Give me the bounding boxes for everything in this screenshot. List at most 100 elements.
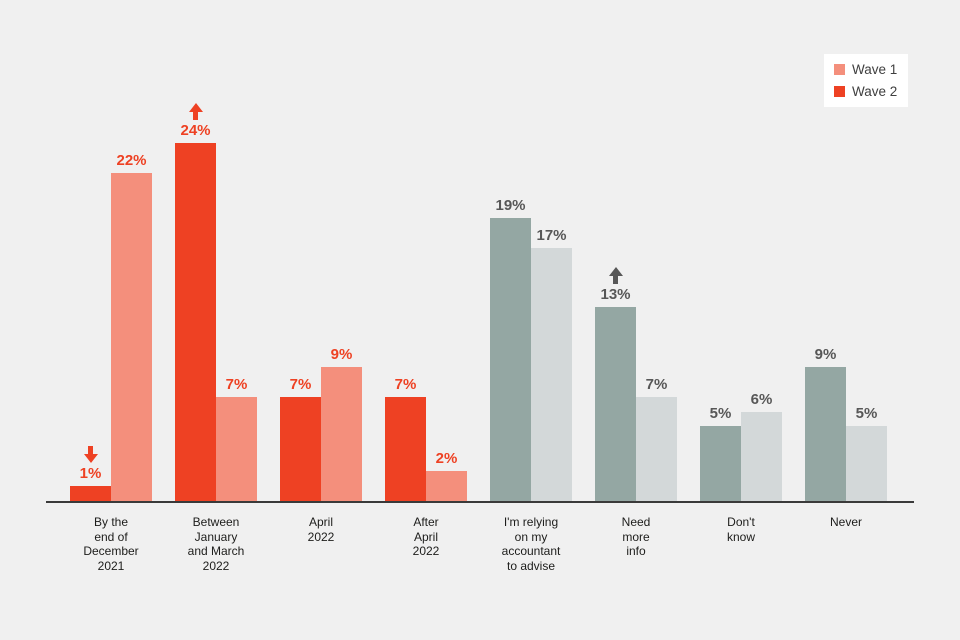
- bar: [175, 143, 216, 501]
- category-label-line: more: [622, 529, 650, 544]
- category-label: Don't know: [700, 515, 782, 573]
- category-label-line: 2022: [412, 544, 440, 558]
- bar: [595, 307, 636, 501]
- bar-value-label: 6%: [750, 391, 773, 408]
- bar-column: 7%: [636, 377, 677, 501]
- bar: [846, 426, 887, 501]
- category-label-line: January: [194, 529, 238, 544]
- category-labels-row: By the end of December 2021 Between January an…: [70, 515, 887, 573]
- bar-value-label: 9%: [814, 346, 837, 363]
- category-label-line: and March: [187, 544, 245, 558]
- bar-value-label: 24%: [180, 122, 211, 139]
- legend-item: Wave 1: [834, 62, 908, 77]
- category-label: I'm relying on my accountant to advise: [490, 515, 572, 573]
- arrow-stem: [193, 112, 198, 120]
- category-label-line: 2021: [97, 558, 125, 573]
- bar: [741, 412, 782, 501]
- category-label: Need more info: [595, 515, 677, 573]
- arrow-head: [188, 103, 203, 112]
- bar-column: 5%: [846, 406, 887, 501]
- category-label-line: December: [83, 544, 139, 558]
- arrow-stem: [88, 446, 93, 454]
- category-label-line: By the: [93, 515, 129, 529]
- bar-column: 1%: [70, 446, 111, 501]
- bar: [426, 471, 467, 501]
- category-label-line: After: [413, 515, 439, 529]
- bar-value-label: 5%: [709, 405, 732, 422]
- bar-column: 9%: [805, 347, 846, 501]
- bar-column: 13%: [595, 267, 636, 501]
- bar: [216, 397, 257, 501]
- category-label-line: I'm relying: [503, 515, 559, 529]
- legend-swatch: [834, 86, 845, 97]
- category-label-line: accountant: [501, 544, 561, 558]
- bar-column: 5%: [700, 406, 741, 501]
- bar-column: 7%: [385, 377, 426, 501]
- bar-value-label: 17%: [536, 227, 567, 244]
- bar-group: 19% 17%: [490, 198, 572, 501]
- bar-column: 2%: [426, 451, 467, 501]
- bar-column: 22%: [111, 153, 152, 501]
- bar-column: 9%: [321, 347, 362, 501]
- bar-value-label: 7%: [645, 376, 668, 393]
- bar-group: 13% 7%: [595, 267, 677, 501]
- category-label-line: Between: [192, 515, 240, 529]
- category-label-line: Need: [621, 515, 651, 529]
- bar-column: 19%: [490, 198, 531, 501]
- category-label-line: info: [626, 544, 646, 558]
- category-label-line: 2022: [202, 558, 230, 573]
- bars-row: 1% 22% 24% 7% 7% 9% 7% 2% 19% 17% 13% 7% 5% 6% 9% 5%: [70, 103, 887, 501]
- bar-column: 7%: [280, 377, 321, 501]
- category-label-line: April: [308, 515, 333, 529]
- legend-swatch: [834, 64, 845, 75]
- bar: [280, 397, 321, 501]
- arrow-up-icon: [608, 267, 623, 284]
- bar: [805, 367, 846, 501]
- category-label: By the end of December 2021: [70, 515, 152, 573]
- bar-value-label: 19%: [495, 197, 526, 214]
- bar: [636, 397, 677, 501]
- category-label-line: know: [726, 529, 755, 544]
- bar-value-label: 2%: [435, 450, 458, 467]
- bar-value-label: 7%: [289, 376, 312, 393]
- bar-column: 24%: [175, 103, 216, 501]
- category-label-line: on my: [514, 529, 548, 544]
- bar-column: 17%: [531, 228, 572, 501]
- arrow-down-icon: [83, 446, 98, 463]
- bar: [385, 397, 426, 501]
- legend-item: Wave 2: [834, 84, 908, 99]
- category-label: Never: [805, 515, 887, 573]
- bar-group: 1% 22%: [70, 153, 152, 501]
- bar: [111, 173, 152, 501]
- bar-group: 5% 6%: [700, 392, 782, 501]
- bar-column: 6%: [741, 392, 782, 501]
- x-axis-line: [46, 501, 914, 503]
- bar-value-label: 5%: [855, 405, 878, 422]
- category-label-line: 2022: [307, 529, 335, 544]
- bar-value-label: 7%: [225, 376, 248, 393]
- category-label: Between January and March 2022: [175, 515, 257, 573]
- bar-value-label: 13%: [600, 286, 631, 303]
- category-label: April 2022: [280, 515, 362, 573]
- arrow-stem: [613, 276, 618, 284]
- category-label-line: Don't: [727, 515, 755, 529]
- bar-group: 9% 5%: [805, 347, 887, 501]
- bar-group: 7% 2%: [385, 377, 467, 501]
- bar-value-label: 22%: [116, 152, 147, 169]
- arrow-head: [83, 454, 98, 463]
- category-label: After April 2022: [385, 515, 467, 573]
- bar-column: 7%: [216, 377, 257, 501]
- bar: [531, 248, 572, 501]
- bar: [70, 486, 111, 501]
- legend-label: Wave 2: [852, 84, 898, 99]
- bar-group: 7% 9%: [280, 347, 362, 501]
- legend-label: Wave 1: [852, 62, 898, 77]
- arrow-head: [608, 267, 623, 276]
- bar: [321, 367, 362, 501]
- bar: [490, 218, 531, 501]
- bar: [700, 426, 741, 501]
- category-label-line: April: [413, 529, 438, 544]
- arrow-up-icon: [188, 103, 203, 120]
- category-label-line: to advise: [506, 558, 556, 573]
